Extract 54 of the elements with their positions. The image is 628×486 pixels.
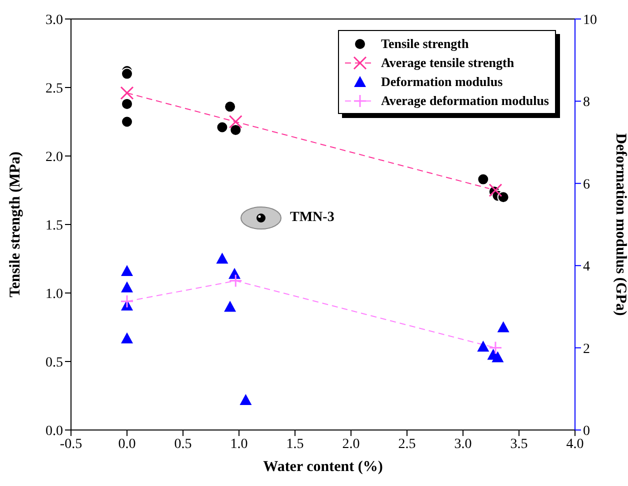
point	[492, 351, 504, 362]
point	[477, 173, 490, 186]
x-tick-label: 2.5	[398, 436, 416, 452]
x-tick-label: 3.5	[510, 436, 528, 452]
point	[224, 100, 236, 113]
x-tick-label: 2.0	[342, 436, 360, 452]
x-tick-label: 0.0	[118, 436, 136, 452]
y-axis-title: Tensile strength (MPa)	[7, 152, 24, 298]
y2-tick-label: 8	[583, 95, 590, 110]
x-axis-title: Water content (%)	[263, 459, 383, 475]
point	[497, 321, 510, 332]
x-tick-label: 0.5	[174, 436, 192, 452]
y2-tick-label: 2	[583, 342, 590, 357]
x-tick-label: 3.0	[454, 436, 472, 452]
y-tick-label: 1.0	[46, 286, 63, 302]
legend-label: Deformation modulus	[380, 74, 503, 90]
legend-label: Average tensile strength	[380, 54, 514, 70]
point	[216, 121, 228, 134]
x-tick-label: -0.5	[60, 436, 82, 452]
y2-tick-label: 0	[583, 424, 590, 439]
point	[120, 294, 134, 308]
point	[121, 68, 133, 80]
point	[121, 264, 133, 276]
point	[121, 332, 133, 344]
y2-tick-label: 4	[583, 260, 590, 275]
y2-tick-label: 6	[583, 177, 590, 192]
y-tick-label: 0.5	[46, 355, 63, 370]
point	[120, 86, 134, 100]
y2-axis-title: Deformation modulus (GPa)	[612, 133, 628, 316]
legend-label: Average deformation modulus	[380, 92, 549, 108]
point	[228, 268, 241, 279]
x-tick-label: 1.0	[230, 436, 248, 452]
x-tick-label: 1.5	[286, 436, 304, 452]
annotation: TMN-3	[290, 210, 334, 226]
point	[228, 115, 242, 128]
y-tick-label: 3.0	[46, 12, 63, 28]
y-tick-label: 2.0	[46, 150, 63, 165]
y-tick-label: 0.0	[46, 424, 63, 439]
y-tick-label: 2.5	[46, 81, 63, 96]
point	[224, 300, 236, 312]
point	[121, 98, 133, 110]
point	[228, 274, 242, 288]
point	[230, 124, 242, 136]
point	[477, 340, 490, 352]
y-tick-label: 1.5	[46, 218, 63, 234]
point	[121, 116, 133, 128]
point	[488, 341, 502, 355]
x-tick-label: 4.0	[566, 436, 584, 452]
point	[216, 252, 228, 264]
legend-label: Tensile strength	[380, 36, 469, 52]
point	[497, 191, 510, 204]
point	[240, 394, 252, 405]
point	[121, 281, 133, 292]
y2-tick-label: 10	[583, 12, 597, 28]
